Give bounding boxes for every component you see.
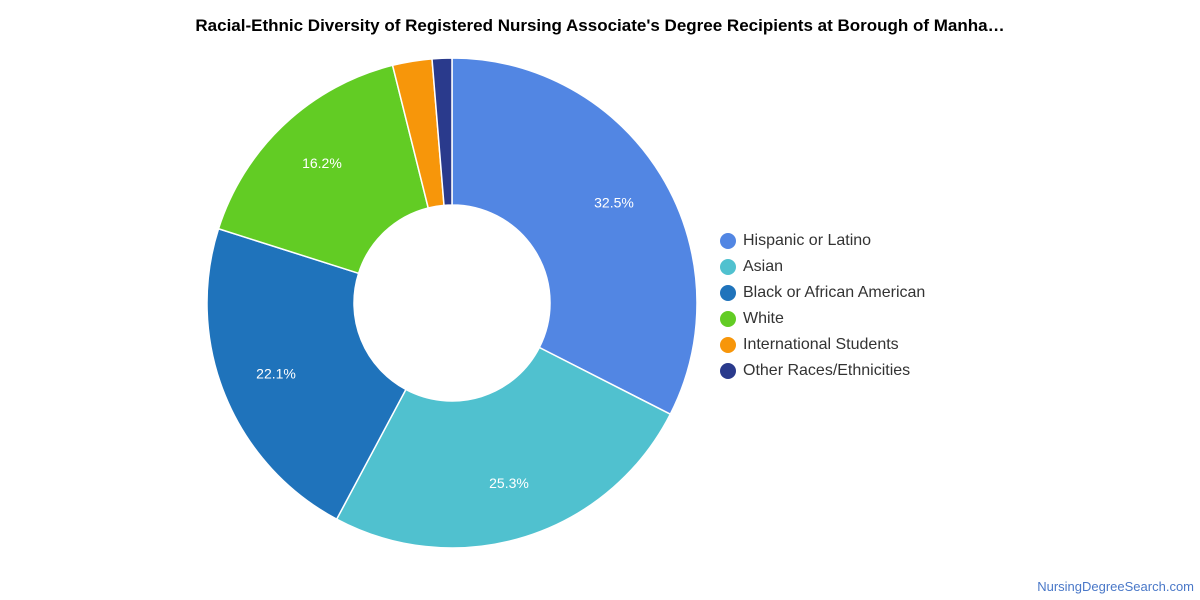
legend-label: International Students xyxy=(743,336,899,353)
legend-swatch xyxy=(720,363,736,379)
legend-item-international-students[interactable]: International Students xyxy=(720,332,925,358)
legend-label: Hispanic or Latino xyxy=(743,232,872,249)
legend-swatch xyxy=(720,285,736,301)
legend-swatch xyxy=(720,311,736,327)
legend-item-black-or-african-american[interactable]: Black or African American xyxy=(720,280,925,306)
slice-black-or-african-american[interactable] xyxy=(206,227,407,521)
legend-item-white[interactable]: White xyxy=(720,306,925,332)
legend-item-hispanic-or-latino[interactable]: Hispanic or Latino xyxy=(720,228,925,254)
legend-swatch xyxy=(720,233,736,249)
legend-label: Black or African American xyxy=(743,284,926,301)
legend-label: Asian xyxy=(743,258,784,275)
legend-item-other-races-ethnicities[interactable]: Other Races/Ethnicities xyxy=(720,358,925,384)
legend-label: Other Races/Ethnicities xyxy=(743,362,911,379)
legend-label: White xyxy=(743,310,784,327)
legend-item-asian[interactable]: Asian xyxy=(720,254,925,280)
slice-hispanic-or-latino[interactable] xyxy=(451,57,698,416)
legend-swatch xyxy=(720,337,736,353)
source-credit[interactable]: NursingDegreeSearch.com xyxy=(1037,579,1194,594)
chart-title: Racial-Ethnic Diversity of Registered Nu… xyxy=(195,16,1005,35)
legend-swatch xyxy=(720,259,736,275)
slice-white[interactable] xyxy=(217,64,430,275)
donut-data-labels: 32.5% 25.3% 22.1% 16.2% xyxy=(256,155,634,491)
slice-other-races-ethnicities[interactable] xyxy=(431,57,453,207)
data-label-asian: 25.3% xyxy=(489,475,529,491)
chart-legend: Hispanic or Latino Asian Black or African … xyxy=(720,228,925,384)
data-label-hispanic-or-latino: 32.5% xyxy=(594,194,634,210)
data-label-black-or-african-american: 22.1% xyxy=(256,365,296,381)
slice-asian[interactable] xyxy=(335,346,672,549)
donut-slices xyxy=(206,57,698,549)
data-label-white: 16.2% xyxy=(302,155,342,171)
